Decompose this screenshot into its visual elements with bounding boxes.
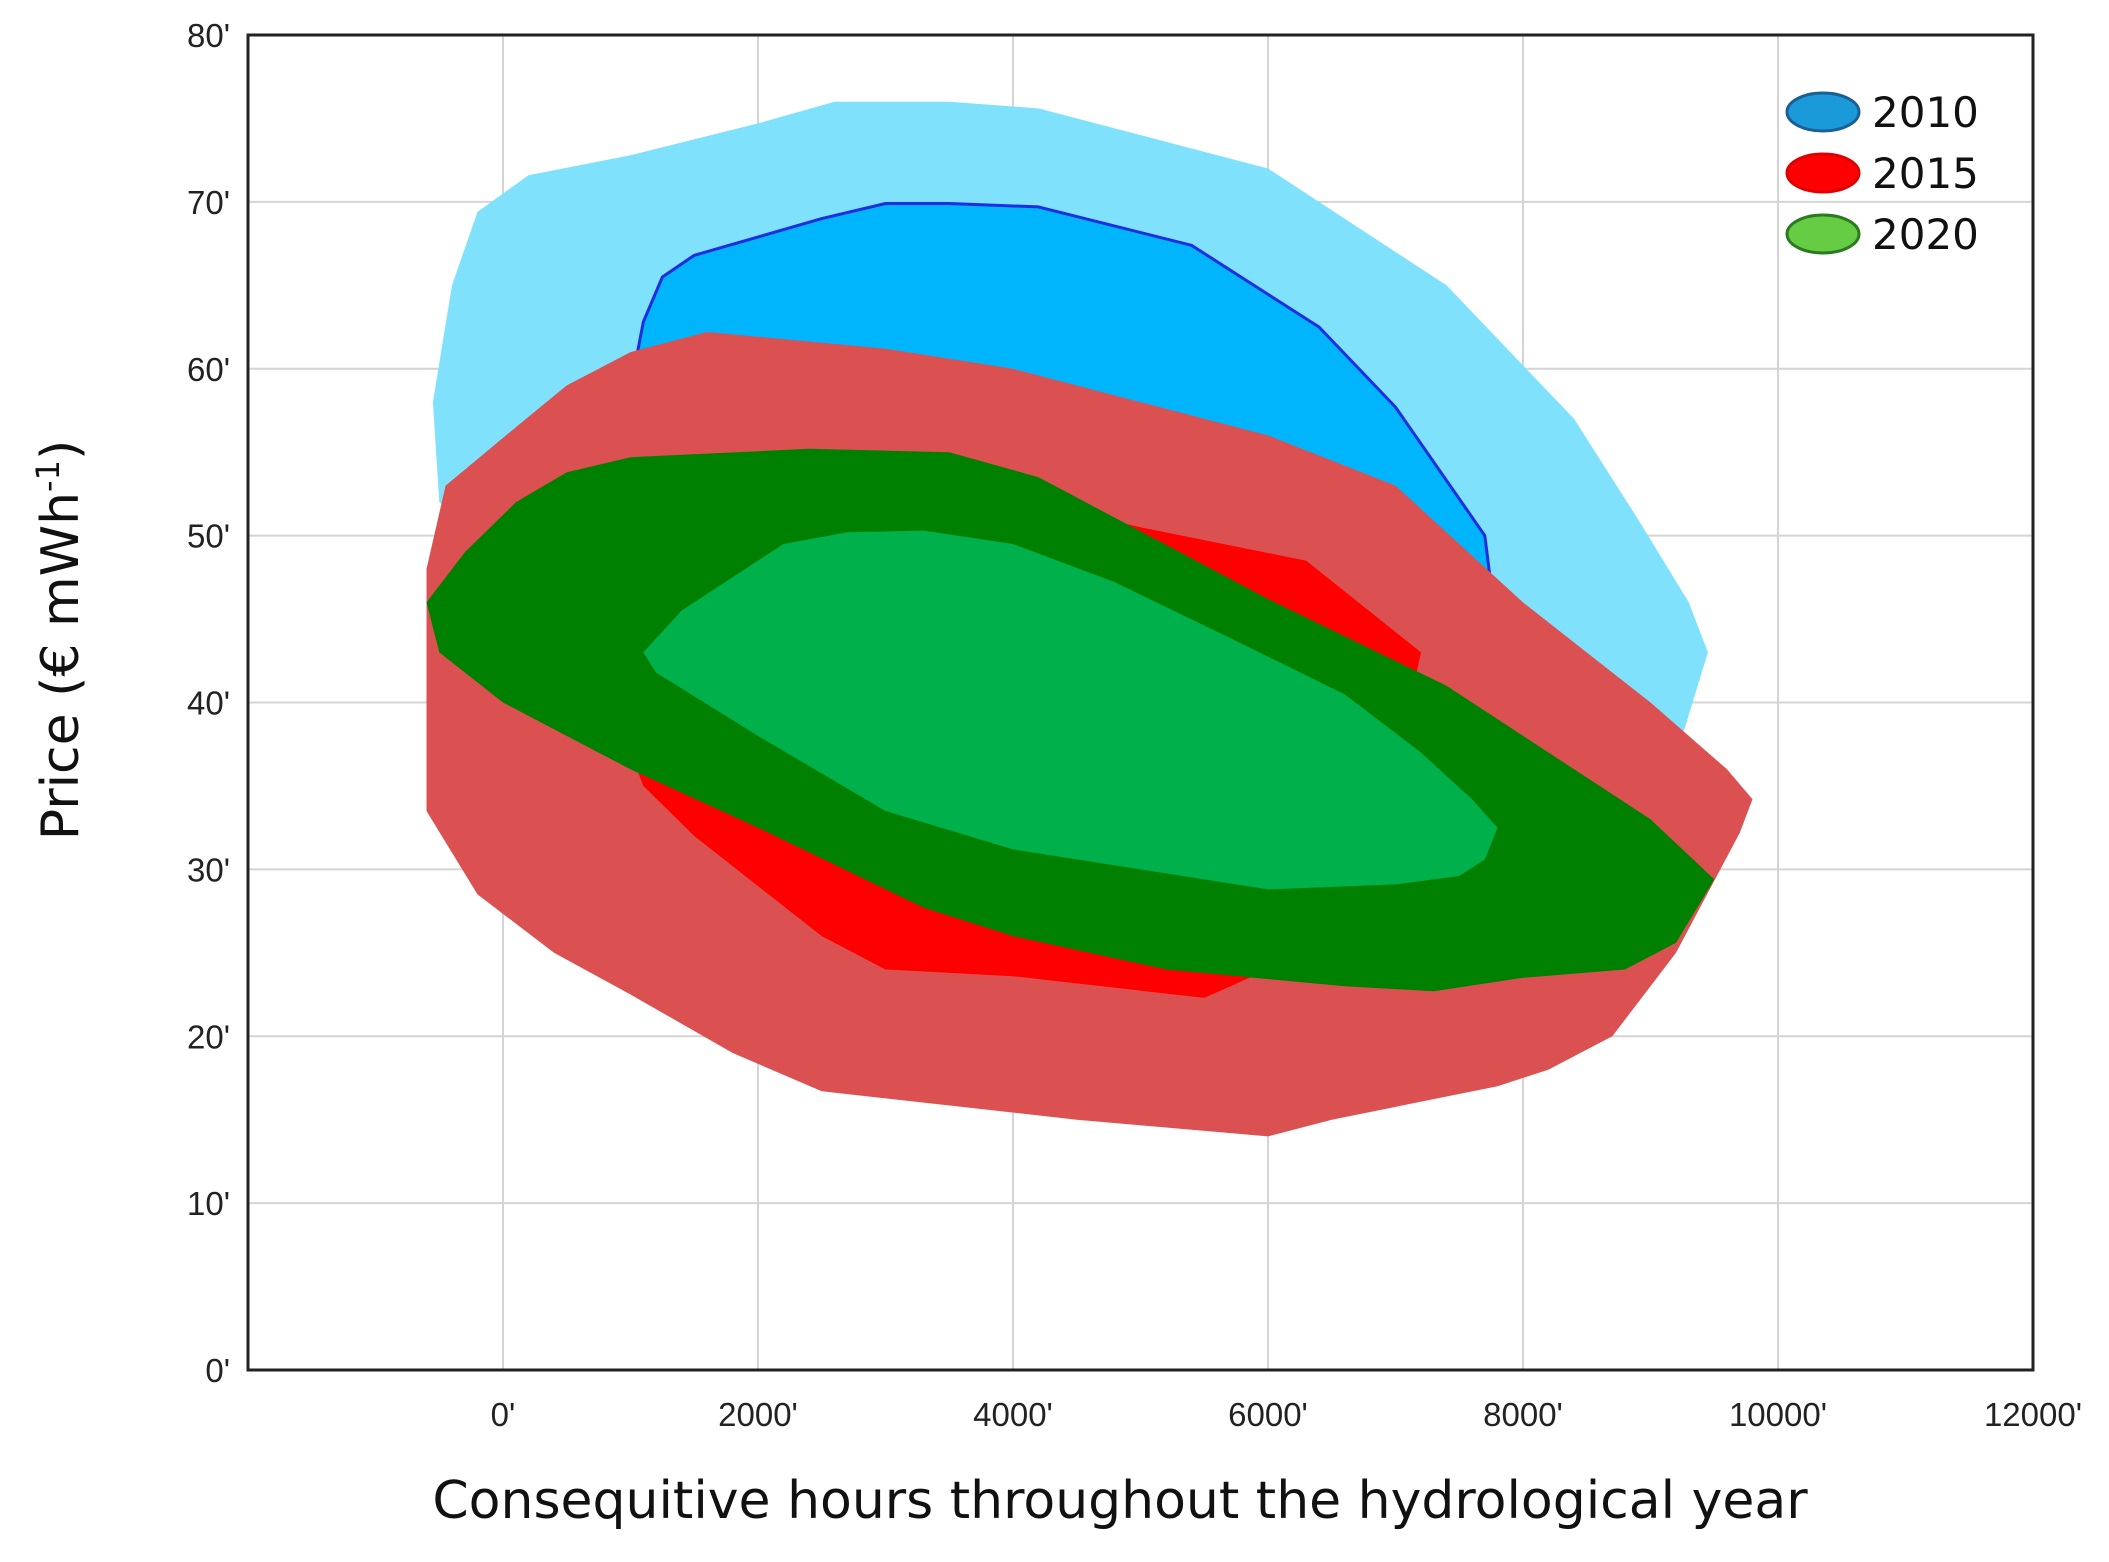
plot-frame [246,33,2035,1372]
y-tick-label: 80' [187,17,230,54]
legend-swatch-2010 [1785,91,1861,133]
y-axis-title-close: ) [31,440,91,460]
y-tick-label: 60' [187,351,230,388]
legend-swatch-2020 [1785,213,1861,255]
x-tick-label: 8000' [1483,1396,1563,1433]
legend-label-2020: 2020 [1872,210,1979,259]
x-tick-label: 2000' [718,1396,798,1433]
x-axis-title: Consequitive hours throughout the hydrol… [432,1471,1808,1531]
legend: 2010 2015 2020 [1785,88,1979,259]
x-axis-ticks: 0' 2000' 4000' 6000' 8000' 10000' 12000' [491,1396,2082,1433]
region-2020-inner [643,530,1498,890]
y-tick-label: 40' [187,685,230,722]
y-tick-label: 0' [205,1352,230,1389]
y-tick-label: 30' [187,851,230,888]
y-tick-label: 50' [187,518,230,555]
y-axis-ticks: 0' 10' 20' 30' 40' 50' 60' 70' 80' [187,17,230,1389]
x-tick-label: 10000' [1729,1396,1827,1433]
y-axis-title-superscript: -1 [29,460,67,492]
y-axis-title: Price (€ mWh-1) [29,440,91,841]
y-tick-label: 10' [187,1185,230,1222]
y-tick-label: 70' [187,184,230,221]
legend-label-2015: 2015 [1872,149,1979,198]
density-regions [426,101,1753,1137]
legend-swatch-2015 [1785,152,1861,194]
x-tick-label: 12000' [1984,1396,2082,1433]
x-tick-label: 4000' [973,1396,1053,1433]
y-tick-label: 20' [187,1018,230,1055]
legend-label-2010: 2010 [1872,88,1979,137]
x-tick-label: 6000' [1228,1396,1308,1433]
x-tick-label: 0' [491,1396,516,1433]
y-axis-title-text: Price (€ mWh [31,492,91,840]
